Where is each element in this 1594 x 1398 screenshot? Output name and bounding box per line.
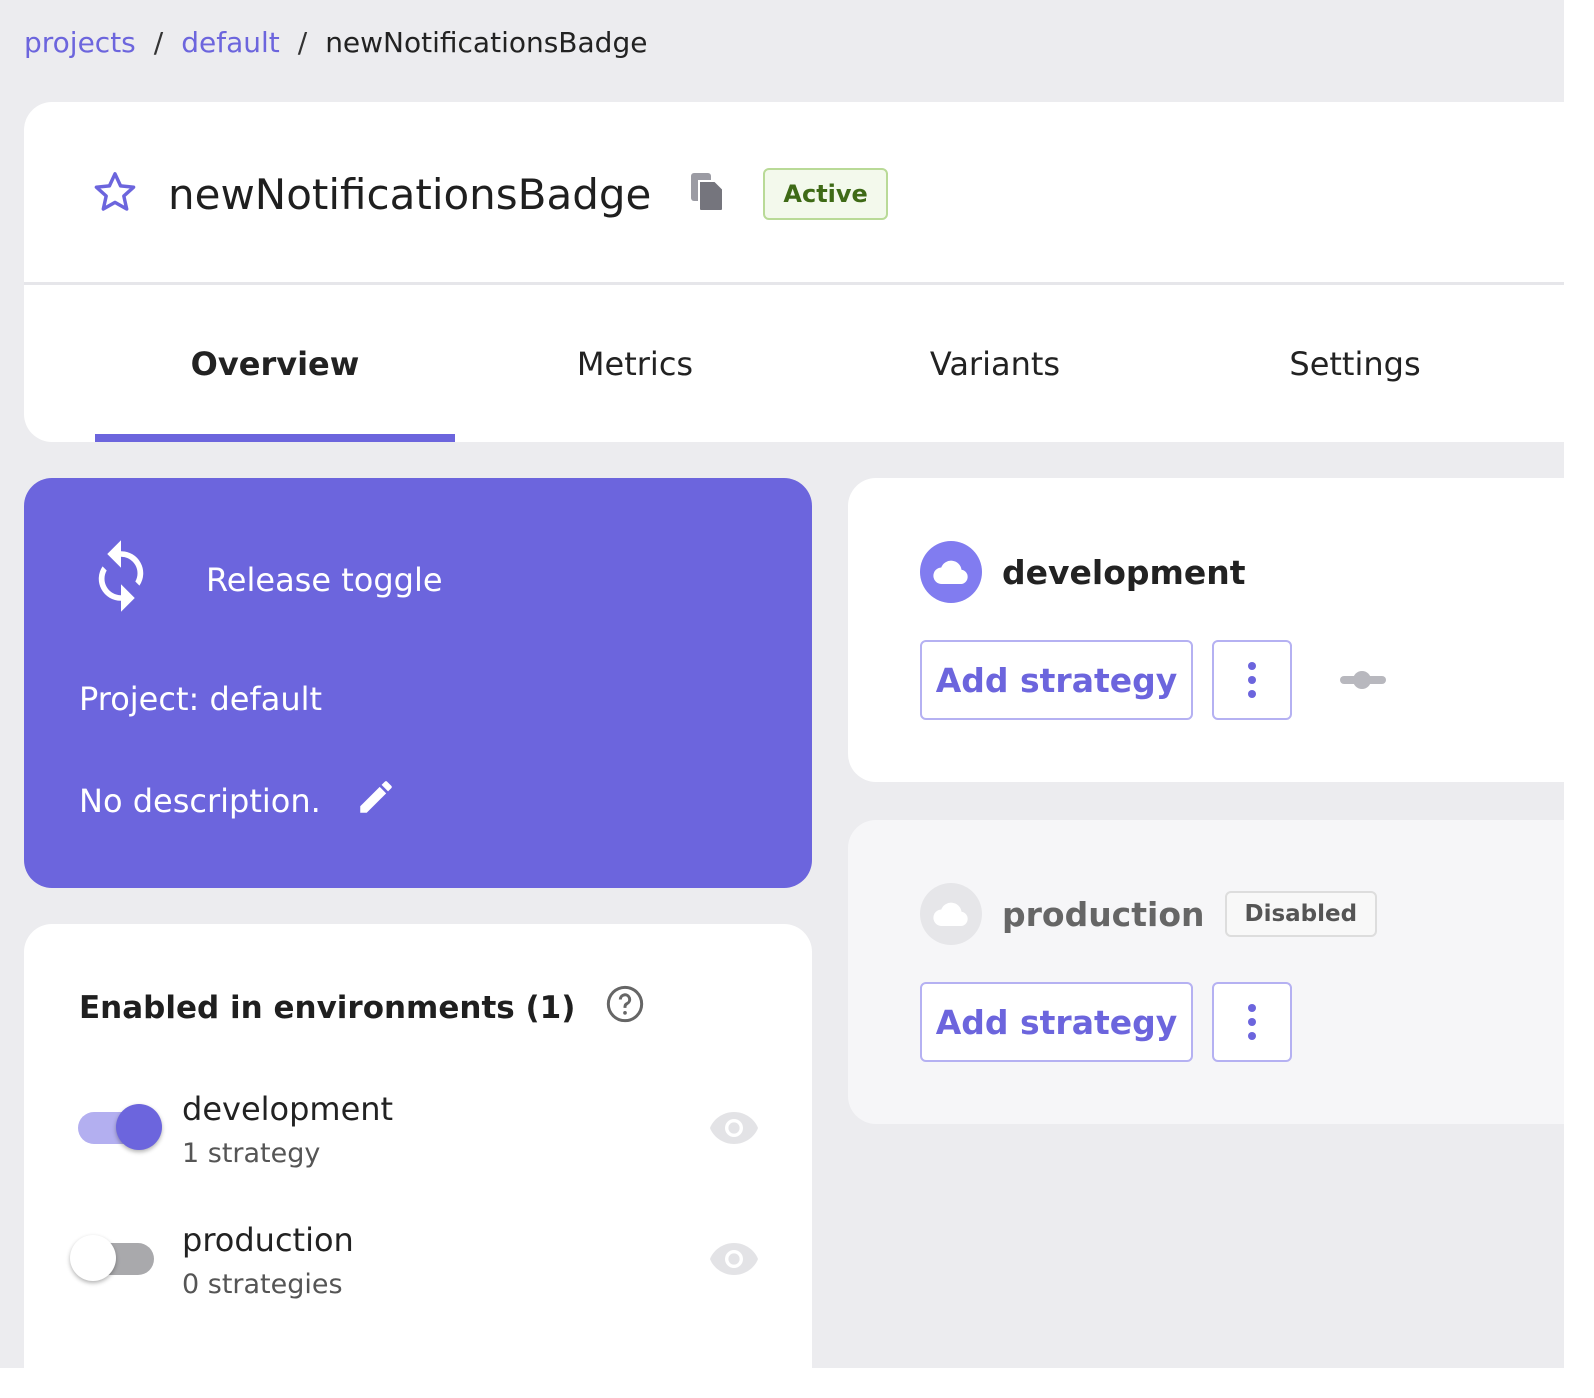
environment-name: development (1002, 552, 1246, 592)
disabled-badge: Disabled (1224, 891, 1378, 937)
cloud-icon (920, 883, 982, 945)
strategy-count: 0 strategies (182, 1269, 343, 1300)
project-label: Project: default (79, 680, 323, 718)
tab-metrics[interactable]: Metrics (576, 344, 694, 383)
section-title: Enabled in environments (1) (79, 990, 576, 1026)
breadcrumb-current: newNotificationsBadge (325, 26, 648, 59)
breadcrumb-default[interactable]: default (181, 26, 280, 59)
divider (24, 282, 1564, 285)
environment-name: development (182, 1090, 394, 1128)
feature-header: newNotificationsBadge Active Overview Me… (24, 102, 1564, 442)
drag-handle-icon[interactable] (1340, 670, 1386, 694)
help-icon[interactable] (575, 984, 645, 1032)
tab-overview[interactable]: Overview (95, 285, 455, 442)
cloud-icon (920, 541, 982, 603)
environment-card-production: production Disabled Add strategy (848, 820, 1564, 1124)
feature-type: Release toggle (206, 561, 443, 599)
eye-icon[interactable] (708, 1108, 760, 1152)
add-strategy-button[interactable]: Add strategy (920, 982, 1193, 1062)
enabled-environments-card: Enabled in environments (1) development … (24, 924, 812, 1368)
tab-variants[interactable]: Variants (929, 344, 1061, 383)
tab-bar: Overview Metrics Variants Settings (95, 285, 1535, 442)
environment-name: production (1002, 894, 1205, 934)
eye-icon[interactable] (708, 1239, 760, 1283)
page-title: newNotificationsBadge (168, 169, 652, 219)
status-badge: Active (763, 168, 888, 220)
description: No description. (79, 782, 321, 820)
edit-icon[interactable] (321, 776, 397, 826)
star-icon[interactable] (92, 169, 138, 219)
environment-row: production 0 strategies (70, 1221, 770, 1321)
breadcrumb-separator: / (153, 26, 164, 59)
more-options-button[interactable] (1212, 982, 1292, 1062)
environment-row: development 1 strategy (70, 1090, 770, 1190)
add-strategy-button[interactable]: Add strategy (920, 640, 1193, 720)
more-options-button[interactable] (1212, 640, 1292, 720)
environment-toggle-production[interactable] (70, 1235, 154, 1281)
tab-settings[interactable]: Settings (1289, 344, 1421, 383)
environment-toggle-development[interactable] (78, 1104, 162, 1150)
breadcrumb-projects[interactable]: projects (24, 26, 136, 59)
copy-icon[interactable] (691, 173, 725, 215)
breadcrumb-separator: / (297, 26, 308, 59)
strategy-count: 1 strategy (182, 1138, 321, 1169)
breadcrumb: projects / default / newNotificationsBadge (24, 26, 647, 59)
refresh-icon (88, 534, 154, 626)
environment-name: production (182, 1221, 354, 1259)
environment-card-development: development Add strategy (848, 478, 1564, 782)
feature-info-card: Release toggle Project: default No descr… (24, 478, 812, 888)
